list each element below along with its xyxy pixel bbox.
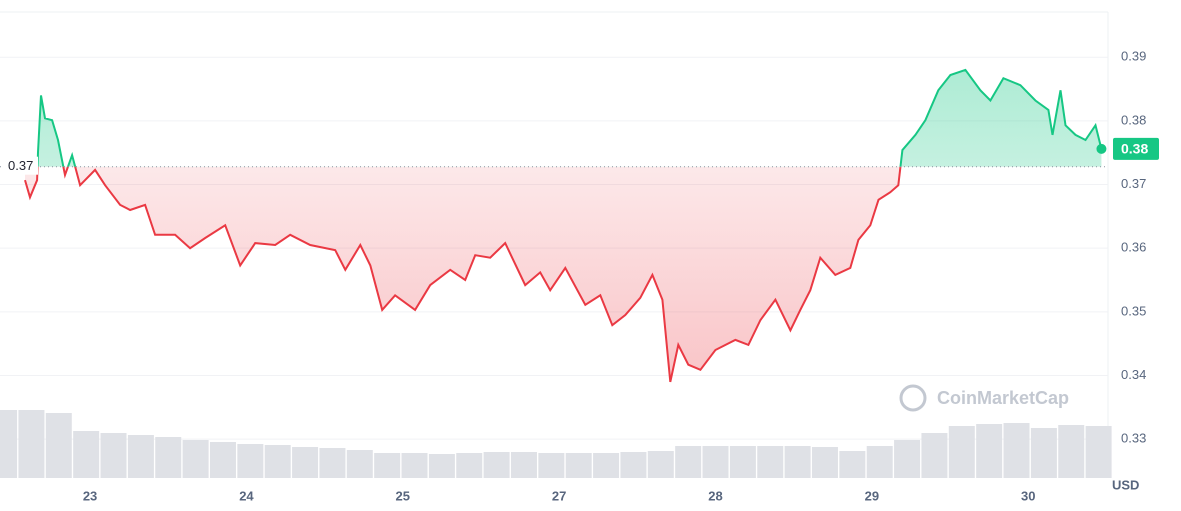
volume-bar [264,445,291,478]
volume-bar [319,448,346,478]
price-badge-label: 0.38 [1121,141,1148,157]
volume-bar [182,440,209,478]
x-tick-label: 28 [708,488,722,503]
volume-bar [976,424,1003,478]
volume-bar [292,447,319,478]
volume-bar [593,453,620,478]
volume-bar [100,433,127,478]
y-tick-label: 0.33 [1121,431,1146,446]
volume-bar [45,413,72,478]
volume-bar [784,446,811,478]
volume-bar [1030,428,1057,478]
price-badge [1113,137,1159,160]
volume-bar [948,426,975,478]
area-down [25,166,1102,382]
volume-bar [401,453,428,478]
y-tick-label: 0.39 [1121,49,1146,64]
x-tick-label: 23 [83,488,97,503]
x-tick-label: 25 [396,488,410,503]
volume-bar [675,446,702,478]
volume-bar [237,444,264,478]
price-line-down [24,166,902,383]
volume-bar [510,452,537,478]
volume-bar [894,440,921,478]
volume-bar [18,410,45,478]
volume-bar [374,453,401,478]
volume-bar [839,451,866,478]
y-tick-label: 0.38 [1121,112,1146,127]
volume-bar [428,454,455,478]
watermark-logo [899,384,927,412]
area-up [37,69,1102,167]
price-line-up [36,68,1103,167]
volume-bar [866,446,893,478]
y-tick-label: 0.35 [1121,303,1146,318]
volume-bar [0,410,18,478]
volume-bar [757,446,784,478]
x-tick-label: 29 [865,488,879,503]
volume-bar [647,451,674,478]
y-tick-label: 0.36 [1121,240,1146,255]
baseline-label-bg [4,156,38,175]
y-tick-label: 0.34 [1121,367,1146,382]
y-unit: USD [1112,477,1139,492]
volume-bar [1085,426,1112,478]
x-tick-label: 30 [1021,488,1035,503]
watermark: CoinMarketCap [937,388,1069,408]
volume-bar [346,450,373,478]
volume-bar [1058,425,1085,478]
volume-bar [538,453,565,478]
volume-bar [1003,423,1030,478]
last-point [1096,143,1107,154]
volume-bar [127,435,154,478]
volume-bar [921,433,948,478]
x-tick-label: 24 [239,488,254,503]
volume-bar [702,446,729,478]
volume-bar [483,452,510,478]
volume-bar [456,453,483,478]
volume-bar [209,442,236,478]
volume-bar [155,437,182,478]
volume-bar [620,452,647,478]
volume-bar [811,447,838,478]
baseline-label: 0.37 [8,158,33,173]
volume-bar [73,431,100,478]
volume-bar [729,446,756,478]
y-tick-label: 0.37 [1121,176,1146,191]
x-tick-label: 27 [552,488,566,503]
volume-bar [565,453,592,478]
